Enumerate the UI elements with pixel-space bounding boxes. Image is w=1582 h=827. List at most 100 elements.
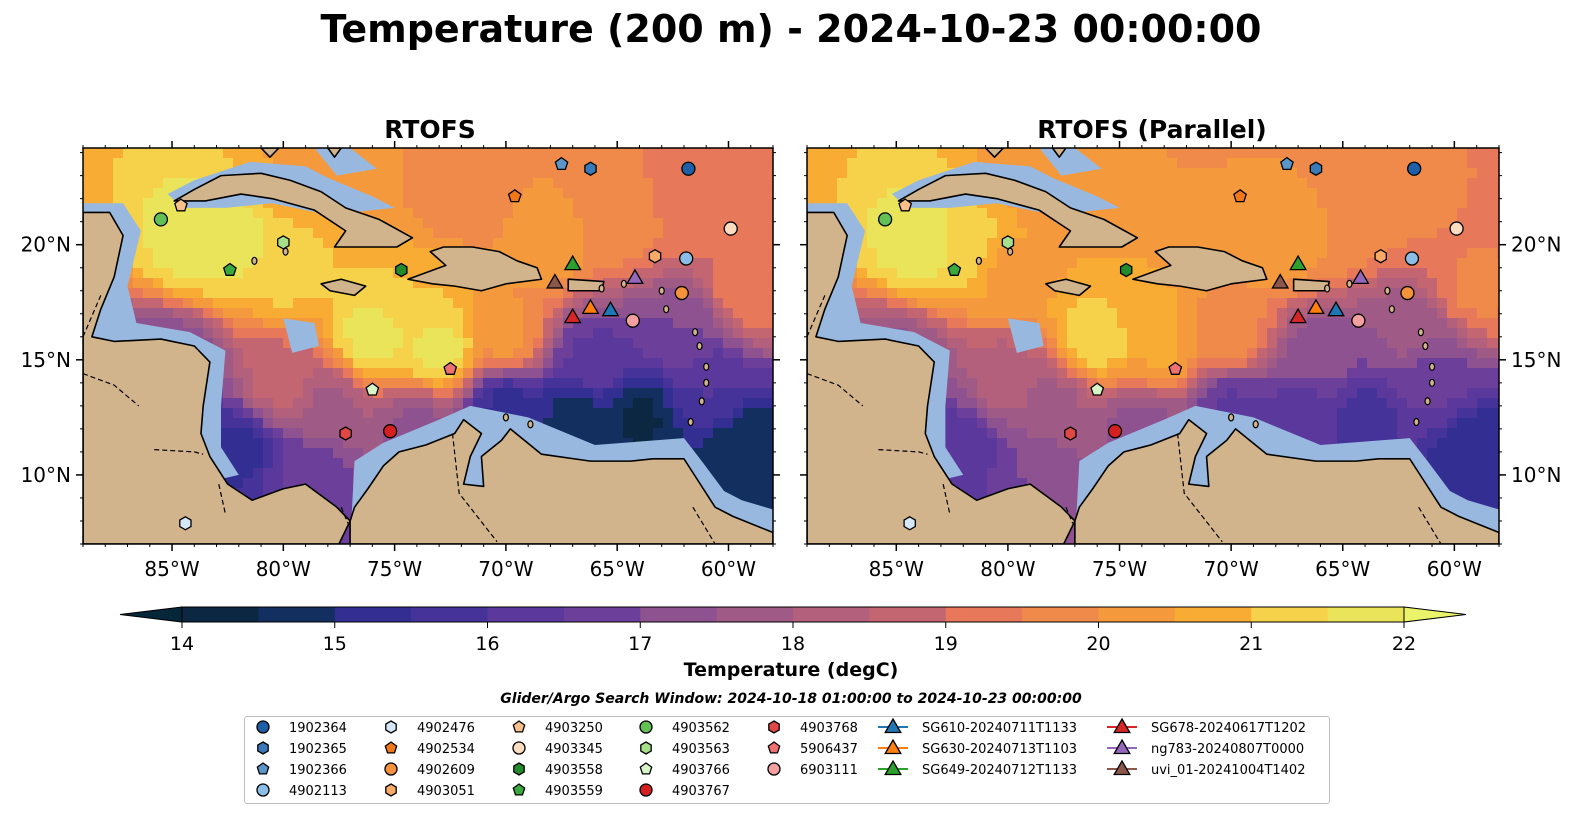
platform-marker xyxy=(648,248,662,264)
legend-label: uvi_01-20241004T1402 xyxy=(1151,763,1305,778)
platform-marker xyxy=(1404,251,1420,266)
legend-marker xyxy=(384,762,398,776)
platform-marker xyxy=(1307,298,1325,315)
colorbar-band xyxy=(334,607,412,622)
legend-marker xyxy=(256,783,270,797)
legend-marker xyxy=(513,762,525,776)
platform-marker xyxy=(1309,161,1323,176)
platform-marker xyxy=(179,516,192,531)
y-tick-label: 15°N xyxy=(1511,348,1561,372)
landmass xyxy=(1132,246,1268,292)
axes-frame xyxy=(82,147,774,545)
legend-label: SG610-20240711T1133 xyxy=(922,721,1077,736)
island xyxy=(703,378,710,387)
island xyxy=(698,397,705,406)
colorbar-label: Temperature (degC) xyxy=(684,659,899,681)
legend-marker xyxy=(639,720,653,734)
legend-entries: 1902364 1902365 1902366 4902113 4902476 49025… xyxy=(256,717,1306,799)
country-border xyxy=(692,506,716,544)
colorbar-tick-label: 14 xyxy=(170,633,194,655)
platform-marker xyxy=(601,300,620,317)
country-border xyxy=(942,484,951,515)
colorbar-band xyxy=(563,607,641,622)
legend-marker xyxy=(256,762,270,775)
landmass xyxy=(567,278,605,292)
platform-marker xyxy=(626,268,644,285)
x-tick-label: 65°W xyxy=(590,557,645,581)
country-border xyxy=(218,484,227,515)
search-window-caption: Glider/Argo Search Window: 2024-10-18 01… xyxy=(500,691,1082,707)
legend-marker xyxy=(1113,759,1131,776)
legend-label: SG630-20240713T1103 xyxy=(922,742,1077,757)
platform-marker xyxy=(1001,235,1015,250)
platform-marker xyxy=(1289,307,1308,324)
platform-marker xyxy=(625,313,640,328)
y-tick-label: 10°N xyxy=(21,463,71,487)
legend-marker xyxy=(767,741,781,754)
colorbar-band xyxy=(1174,607,1252,622)
island xyxy=(1413,417,1420,427)
island xyxy=(1424,397,1431,406)
island xyxy=(1346,279,1353,288)
legend-marker xyxy=(767,762,781,776)
colorbar-band xyxy=(716,607,794,622)
colorbar-tick-label: 19 xyxy=(934,633,958,655)
landmass xyxy=(984,148,1005,159)
island xyxy=(527,420,534,429)
colorbar-bands xyxy=(119,606,1467,623)
colorbar-band xyxy=(869,607,947,622)
legend-marker xyxy=(512,720,526,733)
platform-marker xyxy=(222,262,237,276)
y-tick-label: 10°N xyxy=(1511,463,1561,487)
island xyxy=(620,279,627,288)
x-axis: 85°W 80°W 75°W 70°W 65°W 60°W xyxy=(806,141,1500,581)
platform-marker xyxy=(679,251,694,266)
landmass xyxy=(83,211,351,544)
platform-marker xyxy=(581,298,600,315)
platform-marker xyxy=(1374,248,1387,264)
island xyxy=(703,362,710,371)
x-tick-label: 60°W xyxy=(1427,557,1482,581)
legend: 1902364 1902365 1902366 4902113 4902476 49025… xyxy=(244,716,1330,804)
platform-marker xyxy=(1449,221,1464,236)
colorbar-band xyxy=(1327,607,1405,622)
map-panel-rtofs: RTOFS 85°W 80°W 75°W 70°W 65°W 60°W 10°N 15°N 2… xyxy=(21,115,780,581)
island xyxy=(251,256,258,265)
x-tick-label: 70°W xyxy=(1204,557,1259,581)
legend-label: 4902476 xyxy=(417,721,475,736)
colorbar-tick-label: 18 xyxy=(781,633,805,655)
island xyxy=(502,413,510,422)
legend-marker xyxy=(884,717,902,734)
country-border xyxy=(807,373,864,407)
land-mask xyxy=(83,148,773,544)
platform-markers xyxy=(877,156,1464,531)
landmass xyxy=(320,278,367,297)
legend-label: SG649-20240712T1133 xyxy=(922,763,1077,778)
y-tick-label: 15°N xyxy=(21,348,71,372)
colorbar-band xyxy=(640,607,718,622)
colorbar-band xyxy=(1251,607,1329,622)
legend-label: 4903766 xyxy=(672,763,730,778)
platform-marker xyxy=(1280,156,1294,171)
colorbar-tick-label: 16 xyxy=(475,633,499,655)
colorbar-tick-label: 15 xyxy=(323,633,347,655)
colorbar-tick-label: 17 xyxy=(628,633,652,655)
figure-title: Temperature (200 m) - 2024-10-23 00:00:0… xyxy=(320,7,1261,51)
legend-label: 4903345 xyxy=(545,742,603,757)
island xyxy=(598,284,605,293)
land-mask xyxy=(807,148,1499,544)
platform-marker xyxy=(903,516,916,531)
shelf-area xyxy=(314,148,377,176)
x-tick-label: 85°W xyxy=(144,557,199,581)
legend-label: 4903767 xyxy=(672,784,730,799)
colorbar-band xyxy=(793,607,870,622)
x-tick-label: 75°W xyxy=(1092,557,1147,581)
legend-label: 4902534 xyxy=(417,742,475,757)
colorbar-band xyxy=(1022,607,1099,622)
colorbar-ticks: 14 15 16 17 18 19 20 21 22 xyxy=(170,622,1416,655)
platform-marker xyxy=(1351,268,1370,285)
map-panel-rtofs-parallel: RTOFS (Parallel) 85°W 80°W 75°W 70°W 65°W 60°… xyxy=(800,115,1561,581)
island xyxy=(1428,378,1436,387)
shelf-area xyxy=(283,318,319,353)
platform-marker xyxy=(153,212,169,227)
